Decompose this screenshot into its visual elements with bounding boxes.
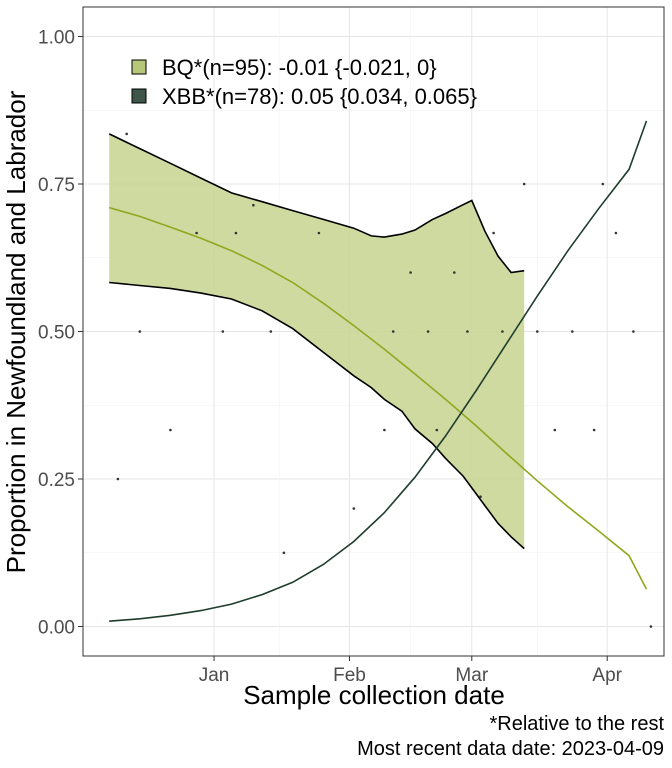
fit-line-series-1	[109, 120, 648, 622]
observation-point	[116, 477, 120, 481]
observation-point	[614, 231, 618, 235]
ribbon-upper-edge-series-0	[108, 133, 525, 274]
observation-point	[234, 231, 238, 235]
y-tick-label: 0.50	[38, 323, 75, 344]
observation-point	[169, 428, 172, 432]
observation-point	[282, 551, 286, 555]
ribbon-fill-series-0	[109, 133, 525, 549]
observation-point	[269, 330, 273, 333]
observation-point	[632, 330, 635, 333]
observation-point	[601, 182, 605, 186]
observation-point	[553, 428, 557, 432]
observation-point	[138, 330, 142, 333]
observation-points	[116, 132, 653, 628]
x-tick-label: Feb	[333, 665, 366, 686]
observation-point	[426, 330, 430, 333]
legend-swatch	[131, 59, 147, 75]
observation-point	[435, 428, 439, 432]
observation-point	[221, 330, 225, 333]
y-tick-label: 1.00	[38, 28, 75, 49]
observation-point	[501, 330, 504, 333]
observation-point	[479, 495, 482, 499]
observation-point	[536, 330, 539, 333]
fit-line-series-0	[108, 206, 648, 590]
observation-point	[317, 231, 321, 235]
legend-swatch	[131, 88, 147, 104]
legend-label: BQ*(n=95): -0.01 {-0.021, 0}	[162, 55, 437, 80]
fit-lines	[108, 120, 648, 622]
confidence-ribbons	[108, 133, 525, 550]
x-tick-label: Jan	[199, 665, 230, 686]
caption-relative-note: *Relative to the rest	[489, 713, 664, 735]
x-tick-label: Mar	[455, 665, 488, 686]
y-tick-label: 0.25	[38, 470, 75, 491]
observation-point	[522, 182, 526, 186]
ribbon-lower-edge-series-0	[109, 281, 525, 550]
y-tick-label: 0.00	[38, 618, 75, 639]
observation-point	[391, 330, 395, 333]
observation-point	[352, 507, 356, 510]
observation-point	[409, 271, 412, 274]
y-tick-label: 0.75	[38, 175, 75, 196]
observation-point	[466, 330, 469, 333]
observation-point	[492, 231, 495, 235]
observation-point	[571, 330, 574, 333]
observation-point	[195, 231, 198, 235]
x-axis-title: Sample collection date	[243, 680, 505, 710]
y-axis-title: Proportion in Newfoundland and Labrador	[1, 90, 31, 573]
legend-label: XBB*(n=78): 0.05 {0.034, 0.065}	[162, 84, 477, 109]
legend: BQ*(n=95): -0.01 {-0.021, 0} XBB*(n=78): …	[131, 55, 477, 109]
y-axis-ticks: 0.00 0.25 0.50 0.75 1.00	[38, 28, 83, 639]
observation-point	[125, 132, 128, 136]
x-axis-ticks: Jan Feb Mar Apr	[199, 656, 623, 686]
observation-point	[453, 271, 456, 274]
observation-point	[649, 625, 653, 628]
observation-point	[592, 428, 596, 432]
x-tick-label: Apr	[592, 665, 622, 686]
observation-point	[383, 428, 386, 432]
caption-most-recent-date: Most recent data date: 2023-04-09	[357, 738, 664, 760]
observation-point	[252, 203, 255, 207]
